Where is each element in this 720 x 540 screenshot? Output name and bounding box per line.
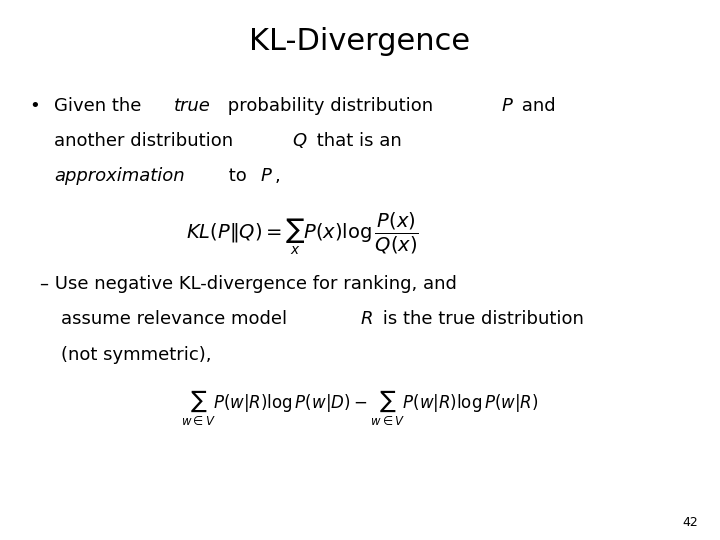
Text: Q: Q: [292, 132, 307, 150]
Text: that is an: that is an: [311, 132, 402, 150]
Text: $KL(P\|Q) = \sum_{x} P(x) \log \dfrac{P(x)}{Q(x)}$: $KL(P\|Q) = \sum_{x} P(x) \log \dfrac{P(…: [186, 211, 419, 257]
Text: probability distribution: probability distribution: [222, 97, 438, 115]
Text: assume relevance model: assume relevance model: [61, 310, 293, 328]
Text: and: and: [516, 97, 555, 115]
Text: Given the: Given the: [54, 97, 147, 115]
Text: ,: ,: [274, 167, 280, 185]
Text: •: •: [29, 97, 40, 115]
Text: R: R: [361, 310, 373, 328]
Text: – Use negative KL-divergence for ranking, and: – Use negative KL-divergence for ranking…: [40, 275, 456, 293]
Text: P: P: [261, 167, 271, 185]
Text: (not symmetric),: (not symmetric),: [61, 346, 212, 363]
Text: to: to: [222, 167, 252, 185]
Text: approximation: approximation: [54, 167, 184, 185]
Text: P: P: [502, 97, 513, 115]
Text: true: true: [174, 97, 211, 115]
Text: $\sum_{w \in V} P(w|R) \log P(w|D) - \sum_{w \in V} P(w|R) \log P(w|R)$: $\sum_{w \in V} P(w|R) \log P(w|D) - \su…: [181, 389, 539, 427]
Text: is the true distribution: is the true distribution: [377, 310, 583, 328]
Text: 42: 42: [683, 516, 698, 529]
Text: KL-Divergence: KL-Divergence: [249, 27, 471, 56]
Text: another distribution: another distribution: [54, 132, 239, 150]
